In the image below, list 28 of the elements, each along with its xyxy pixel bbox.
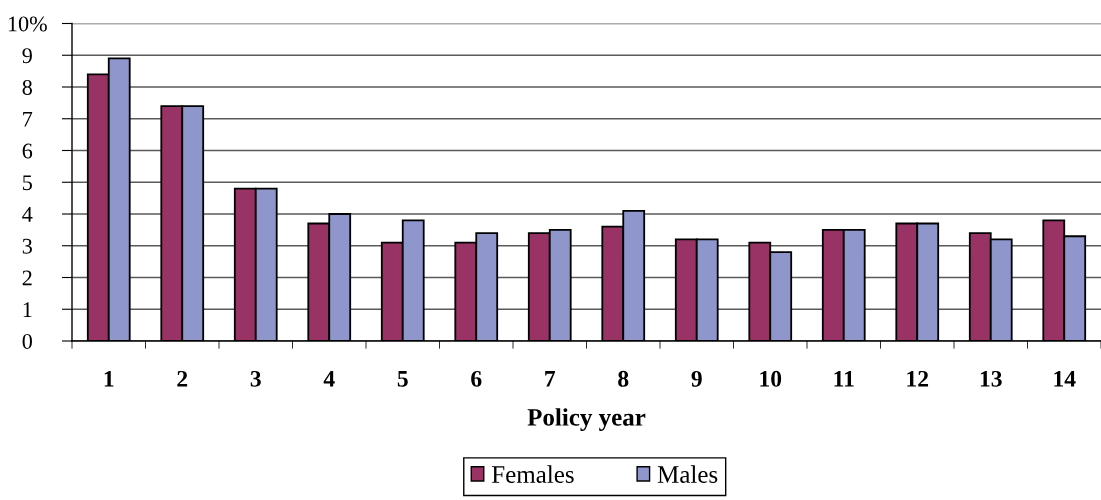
legend-label: Females (491, 465, 574, 483)
x-tick-label: 1 (104, 370, 114, 387)
x-axis-title: Policy year (527, 408, 646, 431)
x-tick-label: 8 (618, 370, 629, 387)
y-tick-label: 9 (22, 48, 32, 64)
y-tick-label: 3 (22, 238, 32, 254)
y-tick-label: 10% (8, 16, 47, 32)
x-tick-label: 14 (1054, 370, 1076, 387)
y-tick-label: 0 (22, 333, 32, 349)
x-tick-label: 9 (691, 370, 702, 387)
y-tick-label: 4 (22, 207, 33, 222)
x-tick-label: 13 (980, 370, 1002, 387)
x-tick-label: 6 (471, 370, 482, 387)
y-tick-label: 8 (22, 79, 32, 95)
x-tick-label: 10 (760, 370, 782, 387)
x-tick-label: 5 (397, 371, 408, 387)
x-tick-label: 2 (177, 370, 188, 387)
y-tick-label: 6 (22, 143, 33, 159)
y-tick-label: 2 (22, 270, 32, 286)
x-tick-label: 3 (250, 370, 261, 387)
y-tick-label: 1 (23, 302, 32, 317)
x-tick-label: 12 (907, 370, 929, 387)
legend-label: Males (657, 465, 718, 483)
x-tick-label: 4 (323, 371, 335, 387)
y-tick-label: 7 (23, 111, 33, 127)
x-tick-label: 7 (545, 371, 556, 387)
x-tick-label: 11 (834, 370, 854, 387)
y-tick-label: 5 (23, 175, 32, 191)
